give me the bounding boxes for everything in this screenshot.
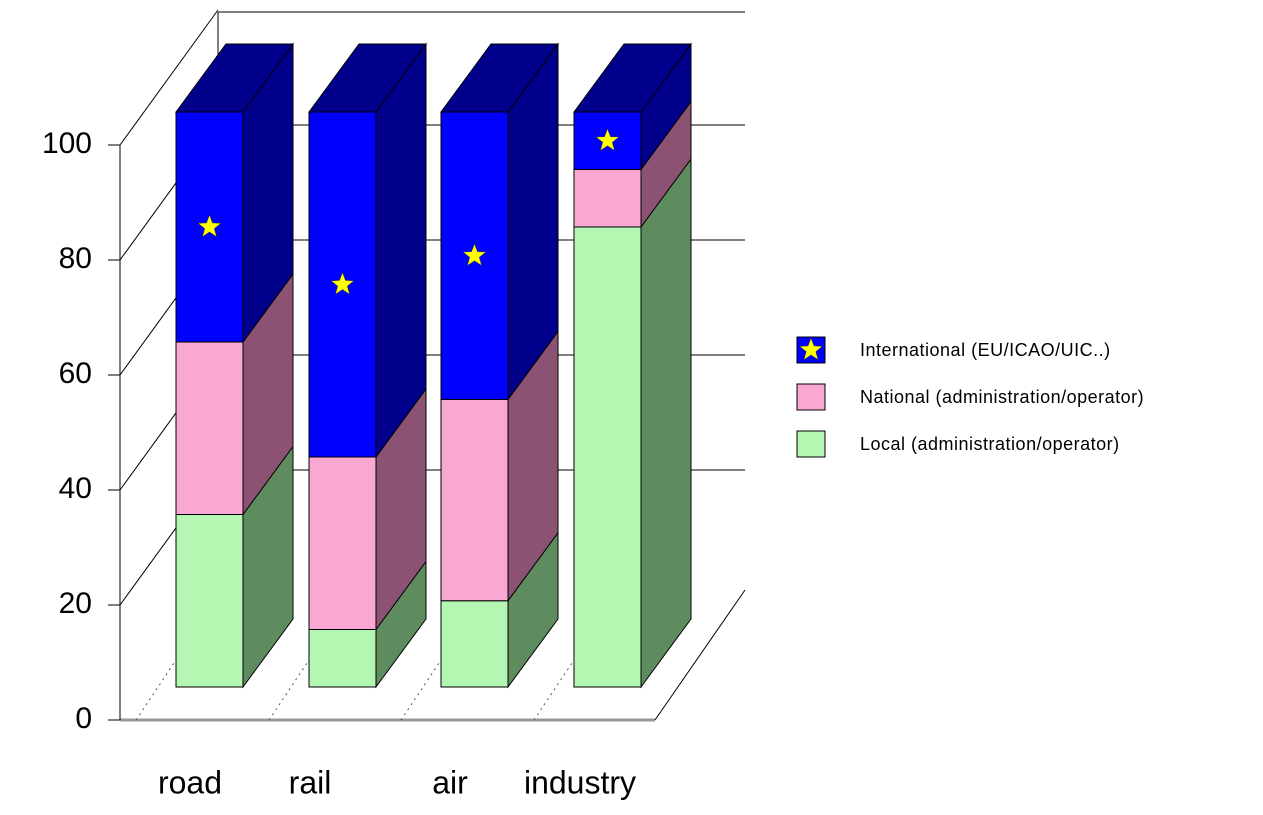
grid-line [119,9,219,146]
bar-top [308,43,427,113]
y-tick-label: 20 [59,587,92,620]
bar-top [175,43,294,113]
bar-segment [175,514,244,688]
bar-top [573,43,692,113]
bar-top [440,43,559,113]
bar-segment [175,341,244,515]
star [595,128,620,152]
legend-label: International (EU/ICAO/UIC..) [860,340,1111,360]
y-tick-label: 40 [59,472,92,505]
y-tick-label: 80 [59,242,92,275]
bar-segment [573,169,642,228]
floor-right [654,589,746,721]
x-tick-label: air [432,764,468,800]
y-tick-label: 0 [75,702,92,735]
legend-label: National (administration/operator) [860,387,1144,407]
bar-segment [440,600,509,688]
bar-side [375,42,427,459]
y-tick-label: 100 [42,127,92,160]
bar-segment [440,399,509,602]
bar-segment [308,456,377,630]
legend-swatch [796,383,826,411]
bar-segment [308,629,377,688]
bar-segment [573,226,642,688]
bar-side [640,157,692,689]
star [197,214,222,238]
x-tick-label: rail [289,764,332,800]
star [330,271,355,295]
y-tick-label: 60 [59,357,92,390]
star [462,243,487,267]
x-tick-label: road [158,764,222,800]
legend-label: Local (administration/operator) [860,434,1120,454]
x-tick-label: industry [524,764,636,800]
star [798,337,824,361]
legend-swatch [796,430,826,458]
